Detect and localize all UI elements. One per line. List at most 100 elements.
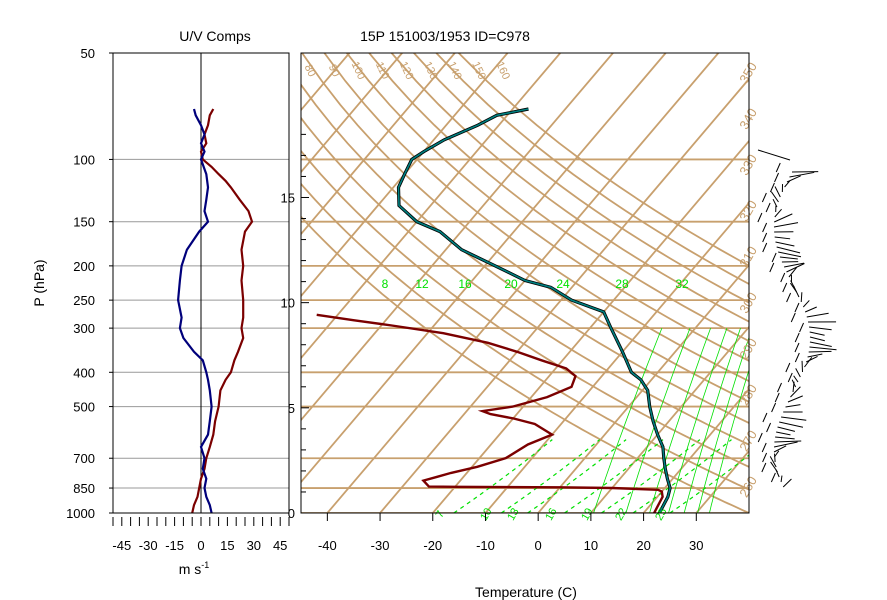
theta-e-label: 280 [736,382,760,408]
skewt-frame [300,52,750,514]
moist-adiabat-label: 10 [478,506,495,523]
moist-adiabat [601,439,701,513]
uv-series-group [176,108,254,513]
theta-e-label: 300 [736,290,760,316]
wind-barb [774,213,793,223]
wind-barb-flag [794,352,800,363]
wind-barb-flag [774,172,779,183]
uv-u-line [191,108,254,513]
uv-y-tick-label: 300 [73,321,95,336]
wind-barb [785,404,801,408]
dry-adiabat [346,53,749,362]
moist-adiabat-label: 19 [579,506,596,523]
mixing-ratio-line [649,327,711,513]
wind-barb-flag [775,162,781,173]
moist-adiabat [564,439,664,513]
wind-barb [809,331,825,336]
mixing-ratio-line [709,368,749,513]
theta-label: 100 [349,60,368,82]
isotherm [590,325,749,513]
height-tick-label: 0 [288,506,295,521]
theta-e-label: 330 [736,152,760,178]
dry-adiabat [323,53,749,383]
moist-adiabat [453,439,553,513]
wind-barb [792,381,795,393]
theta-e-label: 350 [736,60,760,86]
wind-barb-flag [786,292,792,303]
isotherm [301,53,509,298]
mixing-ratio-label: 12 [415,277,429,291]
uv-grid [113,53,289,513]
height-axis: 0 5 10 15 [281,133,309,521]
wind-barb-flag [761,462,767,473]
wind-barb [795,368,801,378]
wind-barb [774,186,781,198]
isotherm [301,53,351,112]
mixing-ratio-line [625,327,691,513]
uv-title: U/V Comps [179,28,251,44]
wind-barb [774,208,782,218]
uv-x-tick-label: 45 [273,538,287,553]
wind-barb [773,441,798,448]
wind-barb [774,440,802,443]
wind-barb [809,336,825,342]
dry-adiabat [301,182,749,491]
uv-x-tick-label: 0 [197,538,204,553]
skewt-x-label: Temperature (C) [475,584,577,600]
skewt-x-tick-label: 20 [636,538,650,553]
mixing-ratio-label: 16 [458,277,472,291]
theta-label: 80 [302,63,318,79]
skewt-title: 15P 151003/1953 ID=C978 [360,28,530,44]
wind-barb-flag [787,372,793,383]
temperature-line [397,108,671,513]
uv-x-label: m s-1 [179,560,210,577]
dry-adiabat [301,116,749,446]
wind-barb-flag [799,322,804,333]
wind-barb-flag [757,212,763,223]
wind-barb [784,262,805,268]
uv-y-tick-label: 1000 [66,506,95,521]
wind-barb [774,453,776,463]
wind-barb [789,171,815,178]
uv-x-tick-label: 30 [247,538,261,553]
wind-barb [780,475,783,483]
wind-barb [787,395,803,403]
uv-y-tick-label: 500 [73,400,95,415]
wind-barb [804,357,813,368]
wind-barb-flag [794,302,800,313]
wind-barb [773,445,787,453]
wind-barb [774,236,791,240]
dry-adiabat [413,53,749,304]
skewt-grid [301,53,749,513]
skewt-series-group [316,107,672,513]
skewt-x-axis: -40 -30 -20 -10 0 10 20 30 [318,513,704,553]
dry-adiabat [390,53,749,323]
wind-barb [775,436,795,440]
theta-e-label: 260 [736,474,760,500]
theta-e-label: 290 [736,336,760,362]
isotherm [301,53,667,484]
wind-barb-flag [769,182,775,193]
uv-x-tick-label: 15 [220,538,234,553]
isotherm [301,53,614,422]
wind-barb [769,456,777,468]
wind-barb-flag [762,452,768,463]
dry-adiabat [368,53,749,343]
wind-barb-flag [769,262,775,273]
theta-e-label: 320 [736,198,760,224]
mixing-ratio-line [593,327,663,513]
uv-panel: U/V Comps 501001502002503004005007008501… [31,28,290,577]
height-tick-label: 10 [281,296,295,311]
wind-barb-flag [771,252,777,263]
wind-barb-flag [771,402,777,413]
wind-barb [808,350,832,353]
theta-e-label: 340 [736,106,760,132]
wind-barb [778,251,802,258]
wind-barb [784,180,791,188]
uv-y-tick-label: 50 [81,46,95,61]
wind-barb [775,241,795,247]
wind-barb-flag [766,422,772,433]
moist-adiabat-label: 25 [653,506,670,523]
wind-barb-flag [757,432,763,443]
wind-barb [790,386,801,398]
